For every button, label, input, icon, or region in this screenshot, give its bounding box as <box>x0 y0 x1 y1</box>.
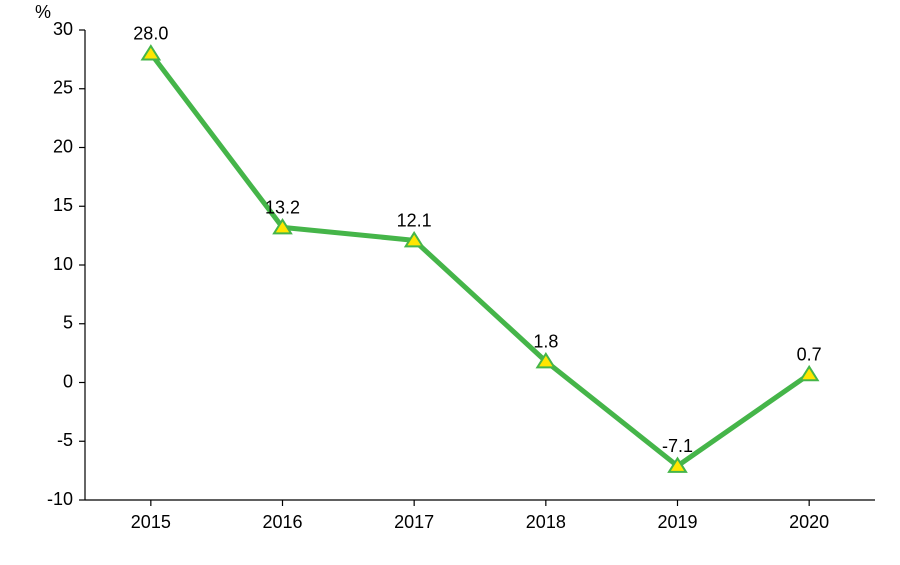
chart-svg: -10 -5 0 5 10 15 20 25 30% 2015 2016 2017 2018 2019 20… <box>0 0 900 565</box>
x-tick-label: 2020 <box>789 512 829 532</box>
y-tick-label: -10 <box>47 489 73 509</box>
y-tick-label: 20 <box>53 136 73 156</box>
y-tick-label: 5 <box>63 313 73 333</box>
x-tick-label: 2018 <box>526 512 566 532</box>
y-tick-label: 25 <box>53 78 73 98</box>
data-label: 28.0 <box>133 24 168 44</box>
data-label: -7.1 <box>662 436 693 456</box>
x-tick-label: 2016 <box>262 512 302 532</box>
y-tick-label: -5 <box>57 430 73 450</box>
y-tick-label: 15 <box>53 195 73 215</box>
data-label: 12.1 <box>397 210 432 230</box>
y-tick-label: 0 <box>63 371 73 391</box>
data-label: 1.8 <box>533 331 558 351</box>
x-tick-label: 2019 <box>657 512 697 532</box>
line-chart: -10 -5 0 5 10 15 20 25 30% 2015 2016 2017 2018 2019 20… <box>0 0 900 565</box>
y-tick-label: 30 <box>53 19 73 39</box>
x-tick-label: 2017 <box>394 512 434 532</box>
y-axis-title: % <box>35 2 51 22</box>
data-label: 13.2 <box>265 197 300 217</box>
y-tick-label: 10 <box>53 254 73 274</box>
x-tick-label: 2015 <box>131 512 171 532</box>
data-label: 0.7 <box>797 344 822 364</box>
